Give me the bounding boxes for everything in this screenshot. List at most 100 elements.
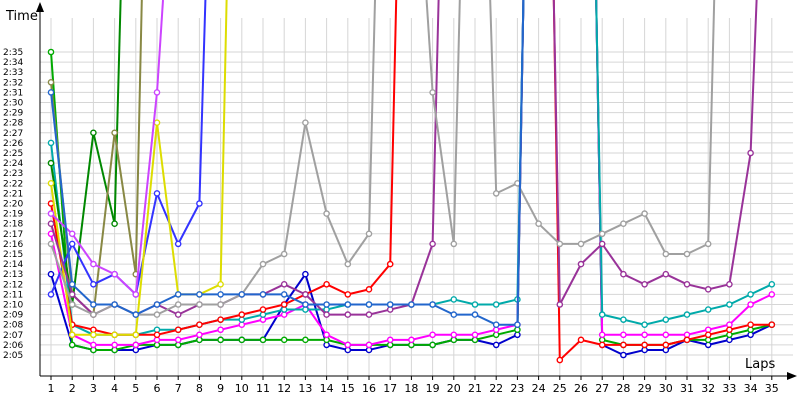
series-segment <box>50 243 74 305</box>
series-segment <box>71 283 95 306</box>
x-tick-label: 30 <box>659 382 673 395</box>
y-tick-label: 2:28 <box>3 119 23 129</box>
x-tick-label: 26 <box>574 382 588 395</box>
series-segment <box>177 333 200 341</box>
data-point <box>47 79 55 86</box>
series-offscale-segment <box>431 0 440 244</box>
series-segment <box>156 193 180 245</box>
series-segment <box>326 343 349 351</box>
series-segment <box>601 222 624 235</box>
data-point <box>90 280 97 288</box>
y-tick-label: 2:23 <box>3 169 23 179</box>
data-point <box>47 139 55 147</box>
series-segment <box>707 328 730 336</box>
x-tick-labels: 1 2 3 4 5 6 7 8 9 10 11 12 13 14 15 16 17 18 19 20 21 22 23 24 2… <box>48 382 779 395</box>
data-point <box>90 331 97 339</box>
series-segment <box>71 243 95 285</box>
series-offscale-segment <box>552 0 561 305</box>
y-tick-label: 2:11 <box>3 290 23 300</box>
series-segment <box>71 132 95 305</box>
data-point <box>217 280 224 288</box>
data-point <box>620 351 627 359</box>
data-point <box>302 119 309 126</box>
y-tick-label: 2:18 <box>3 220 23 230</box>
data-point <box>641 321 648 329</box>
x-tick-label: 3 <box>90 382 97 395</box>
data-point <box>68 280 76 288</box>
series-segment <box>750 283 773 296</box>
series-segment <box>686 328 709 336</box>
data-point <box>153 331 161 339</box>
series-segment <box>199 328 221 336</box>
x-tick-label: 23 <box>510 382 524 395</box>
data-point <box>514 321 521 329</box>
data-point <box>598 341 606 349</box>
data-point <box>344 291 352 298</box>
y-tick-label: 2:14 <box>3 260 23 270</box>
y-tick-label: 2:10 <box>3 301 23 311</box>
series-offscale-segment <box>198 0 207 204</box>
series-segment <box>707 303 730 311</box>
y-tick-label: 2:29 <box>3 109 23 119</box>
series-segment <box>177 203 201 245</box>
data-point <box>111 220 118 227</box>
series-segment <box>134 122 158 335</box>
x-tick-label: 4 <box>111 382 118 395</box>
series-segment <box>198 283 222 296</box>
data-point <box>598 331 606 339</box>
data-point <box>153 119 161 126</box>
series-segment <box>623 318 645 326</box>
data-point <box>90 341 97 349</box>
data-point <box>323 280 330 288</box>
data-point <box>598 230 606 238</box>
data-point <box>68 230 76 238</box>
data-point <box>450 296 458 303</box>
data-point <box>68 341 76 349</box>
series-segment <box>665 313 688 321</box>
series-segment <box>495 298 518 306</box>
data-point <box>280 291 288 298</box>
series-segment <box>432 298 455 306</box>
x-axis-title: Laps <box>745 357 775 372</box>
series-segment <box>283 122 307 255</box>
data-point <box>153 301 161 308</box>
data-point <box>68 291 76 298</box>
series-segment <box>368 308 391 316</box>
data-point <box>577 240 585 248</box>
series-segment <box>453 298 476 306</box>
x-tick-label: 21 <box>468 382 482 395</box>
series-segment <box>177 323 200 331</box>
y-tick-label: 2:19 <box>3 210 23 220</box>
y-tick-label: 2:34 <box>3 58 23 68</box>
data-point <box>153 311 161 318</box>
data-point <box>47 291 55 298</box>
series-segment <box>707 338 730 346</box>
series-segment <box>516 182 540 225</box>
y-tick-label: 2:25 <box>3 149 23 159</box>
data-point <box>620 341 627 349</box>
data-point <box>704 240 712 248</box>
data-point <box>302 270 309 278</box>
data-point <box>196 200 203 207</box>
data-point <box>471 311 479 318</box>
series-segment <box>558 263 582 305</box>
series-segment <box>368 338 391 346</box>
data-point <box>111 129 118 137</box>
x-tick-label: 2 <box>69 382 76 395</box>
series-segment <box>495 333 518 346</box>
series-11 <box>47 0 758 318</box>
series-10 <box>47 0 164 298</box>
series-segment <box>432 303 455 316</box>
series-segment <box>622 212 646 225</box>
series-segment <box>134 193 158 295</box>
series-segment <box>262 308 285 316</box>
data-point <box>111 301 118 308</box>
data-point <box>429 89 436 96</box>
y-axis-arrow <box>36 2 44 12</box>
series-segment <box>50 92 74 285</box>
data-point <box>174 240 182 248</box>
series-segment <box>283 283 306 296</box>
y-tick-label: 2:22 <box>3 179 23 189</box>
y-tick-label: 2:15 <box>3 250 23 260</box>
data-point <box>259 260 267 268</box>
